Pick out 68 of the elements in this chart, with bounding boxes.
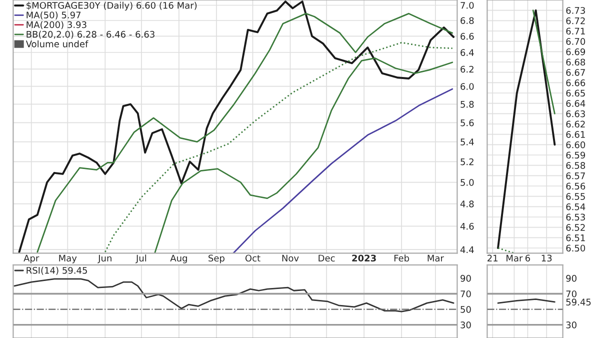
y-tick-label: 6.66	[566, 79, 586, 86]
y-tick-label: 5.4	[460, 138, 474, 146]
x-tick-label: Jul	[136, 254, 146, 264]
y-tick-label: 6.67	[566, 69, 585, 76]
y-tick-label: 6.61	[566, 131, 585, 138]
x-tick-label: May	[59, 254, 77, 264]
y-tick-label: 5.0	[460, 179, 474, 186]
y-tick-label: 4.4	[460, 246, 474, 253]
y-tick-label: 59.45	[566, 298, 591, 306]
y-tick-label: 6.59	[566, 152, 586, 159]
x-tick-label: Nov	[282, 254, 299, 262]
y-tick-label: 6.70	[566, 38, 586, 45]
y-tick-label: 5.2	[460, 158, 474, 166]
y-tick-label: 6.51	[566, 234, 585, 242]
x-tick-label: 21	[488, 254, 498, 262]
legend-label: Volume undef	[26, 40, 88, 48]
y-tick-label: 30	[566, 322, 576, 328]
y-tick-label: 6.58	[566, 162, 586, 169]
y-tick-label: 6.6	[460, 32, 474, 40]
y-tick-label: 6.52	[566, 224, 585, 231]
y-tick-label: 6.8	[460, 17, 474, 24]
x-tick-label: Jun	[98, 254, 112, 264]
y-tick-label: 6.53	[566, 214, 585, 221]
y-tick-label: 6.63	[566, 110, 585, 118]
x-tick-label: 2023	[352, 254, 376, 262]
legend-label: $MORTGAGE30Y (Daily) 6.60 (16 Mar)	[26, 2, 197, 11]
x-tick-label: Oct	[245, 254, 260, 262]
y-tick-label: 6.50	[566, 244, 586, 252]
y-tick-label: 70	[566, 290, 576, 298]
legend-label: MA(50) 5.97	[26, 11, 81, 20]
y-tick-label: 6.69	[566, 48, 586, 56]
x-tick-label: Aug	[170, 254, 187, 264]
x-tick-label: 6	[525, 254, 530, 262]
x-tick-label: 13	[542, 254, 552, 262]
y-tick-label: 6.64	[566, 100, 586, 107]
y-tick-label: 6.73	[566, 7, 585, 14]
x-tick-label: Sep	[208, 254, 224, 264]
y-tick-label: 5.8	[460, 100, 474, 108]
legend-label: MA(200) 3.93	[26, 21, 86, 30]
y-tick-label: 6.65	[566, 90, 585, 97]
y-tick-label: 50	[460, 306, 471, 313]
y-tick-label: 90	[566, 274, 576, 282]
y-tick-label: 6.68	[566, 58, 586, 66]
y-tick-label: 6.4	[460, 49, 474, 56]
y-tick-label: 4.8	[460, 200, 474, 208]
y-tick-label: 5.6	[460, 119, 474, 126]
x-tick-label: Dec	[318, 254, 335, 262]
y-tick-label: 6.57	[566, 172, 585, 180]
legend-label: BB(20,2.0) 6.28 - 6.46 - 6.63	[26, 30, 154, 39]
y-tick-label: 6.60	[566, 141, 586, 148]
y-tick-label: 6.62	[566, 120, 585, 128]
y-tick-label: 6.0	[460, 83, 474, 90]
x-tick-label: Mar	[506, 254, 523, 262]
x-tick-label: Apr	[24, 254, 40, 264]
y-tick-label: 6.54	[566, 203, 586, 210]
y-tick-label: 6.72	[566, 17, 585, 24]
legend-label: RSI(14) 59.45	[26, 266, 87, 275]
y-tick-label: 7.0	[460, 2, 474, 9]
x-tick-label: Feb	[394, 254, 410, 262]
x-tick-label: Mar	[428, 254, 444, 262]
y-tick-label: 6.2	[460, 66, 474, 73]
y-tick-label: 4.6	[460, 222, 474, 230]
y-tick-label: 70	[460, 290, 471, 298]
y-tick-label: 6.56	[566, 182, 586, 190]
y-tick-label: 6.55	[566, 193, 585, 200]
y-tick-label: 90	[460, 274, 471, 282]
y-tick-label: 6.71	[566, 28, 585, 35]
y-tick-label: 30	[460, 322, 471, 328]
